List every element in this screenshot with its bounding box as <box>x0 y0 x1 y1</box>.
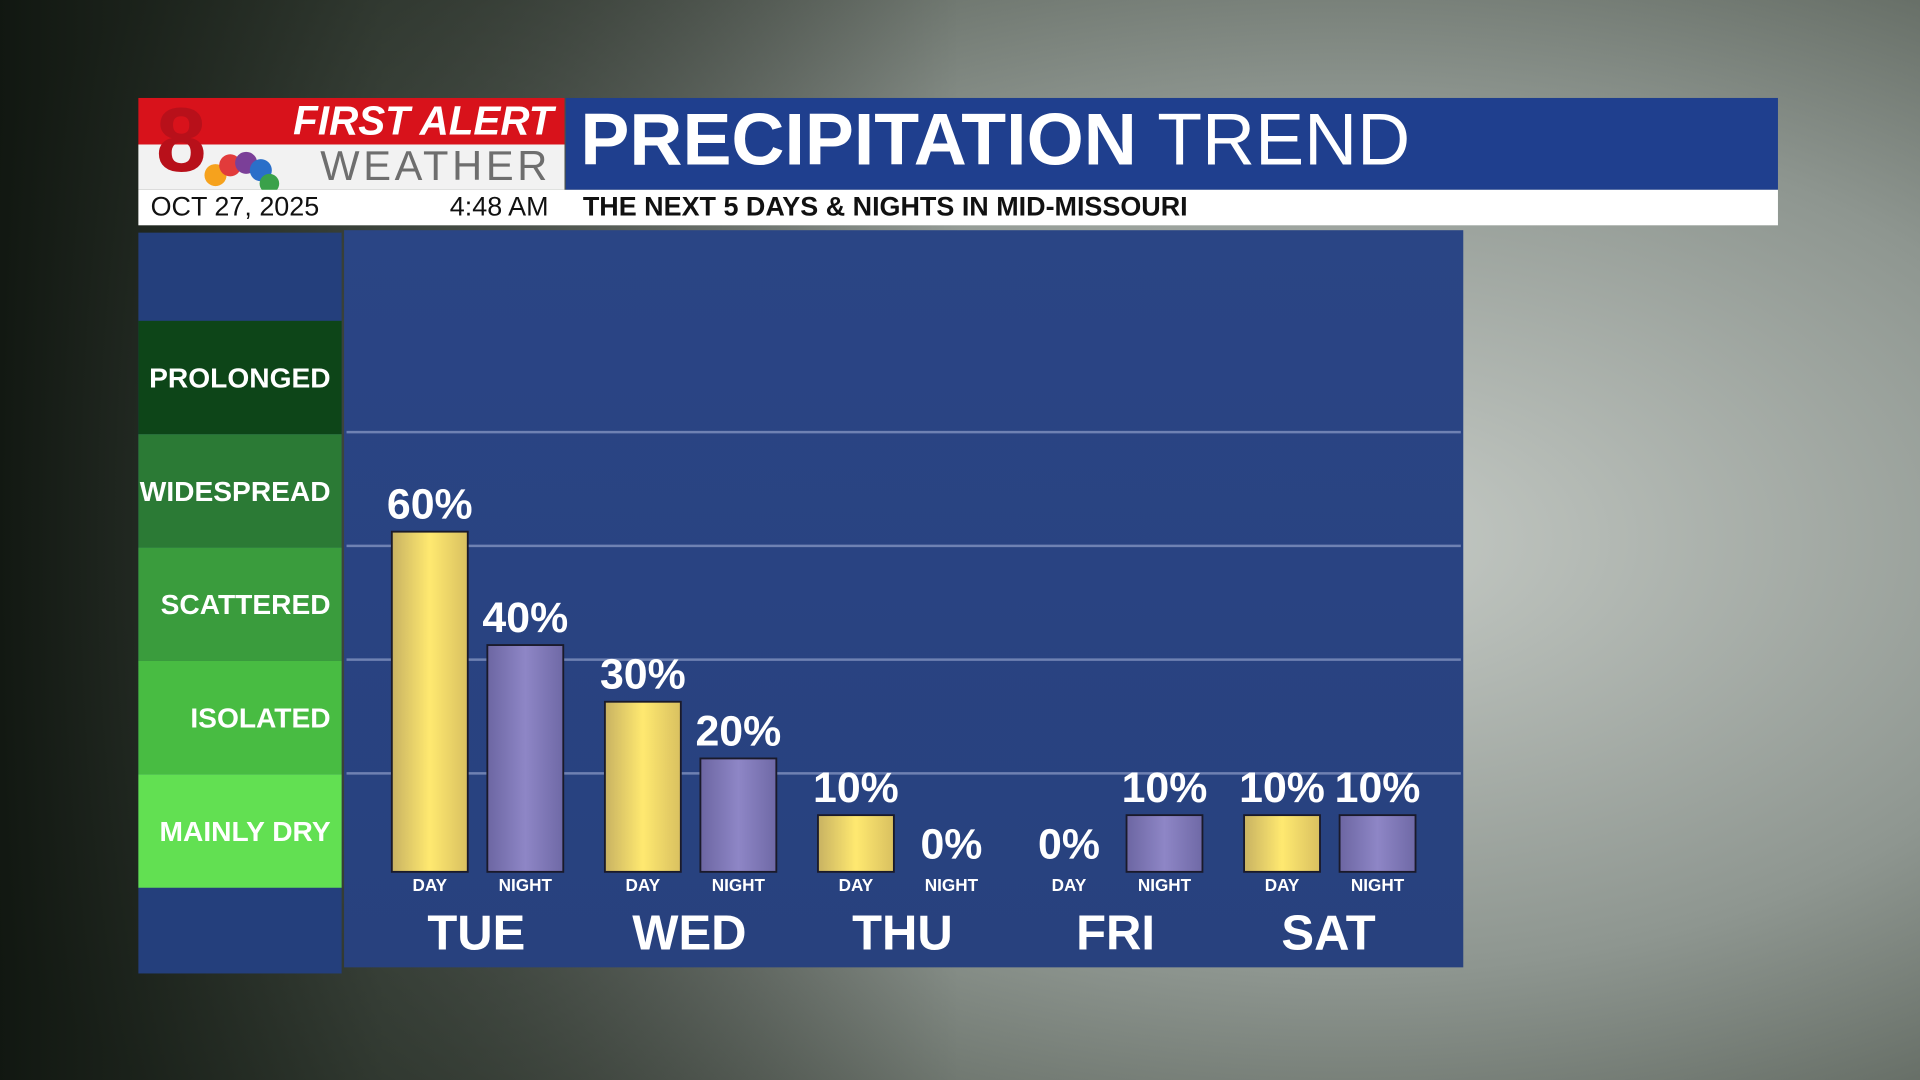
x-tick-label: WED <box>632 907 746 961</box>
logo-number: 8 <box>156 90 206 191</box>
peacock <box>204 151 280 194</box>
band <box>138 660 342 775</box>
series-label: DAY <box>412 875 447 895</box>
brand-bottom: WEATHER <box>320 142 551 189</box>
title-bar <box>565 97 1778 190</box>
value-label: 0% <box>1038 821 1100 869</box>
series-label: DAY <box>1052 875 1087 895</box>
band-label: SCATTERED <box>161 589 331 620</box>
value-label: 10% <box>1239 764 1325 812</box>
subtitle: THE NEXT 5 DAYS & NIGHTS IN MID-MISSOURI <box>583 191 1188 221</box>
series-label: DAY <box>626 875 661 895</box>
chart-title: PRECIPITATION TREND <box>580 98 1410 181</box>
title-suffix: TREND <box>1157 98 1410 181</box>
x-tick-label: TUE <box>427 907 525 961</box>
series-label: NIGHT <box>925 875 979 895</box>
bar <box>699 757 778 873</box>
value-label: 0% <box>920 821 982 869</box>
title-main: PRECIPITATION <box>580 98 1136 181</box>
band-label: ISOLATED <box>190 703 330 734</box>
x-tick-label: SAT <box>1281 907 1375 961</box>
series-label: DAY <box>839 875 874 895</box>
value-label: 30% <box>600 651 686 699</box>
sub-bar <box>138 189 1778 226</box>
series-label: NIGHT <box>1351 875 1405 895</box>
series-label: NIGHT <box>712 875 766 895</box>
bar <box>486 644 565 873</box>
series-label: NIGHT <box>499 875 553 895</box>
date: OCT 27, 2025 <box>151 191 320 221</box>
x-tick-label: THU <box>852 907 953 961</box>
value-label: 20% <box>695 707 781 755</box>
band <box>138 547 342 661</box>
bar <box>390 530 469 873</box>
value-label: 60% <box>387 480 473 528</box>
bar <box>1243 814 1321 873</box>
band <box>138 320 342 435</box>
band-label: PROLONGED <box>149 362 330 393</box>
bar <box>1125 814 1204 873</box>
band <box>138 774 342 888</box>
bar <box>817 814 895 873</box>
bar <box>1338 814 1417 873</box>
x-tick-label: FRI <box>1076 907 1155 961</box>
value-label: 10% <box>1122 764 1208 812</box>
time: 4:48 AM <box>450 191 549 221</box>
band-label: WIDESPREAD <box>140 476 331 507</box>
bar <box>603 700 682 873</box>
value-label: 10% <box>1335 764 1421 812</box>
value-label: 10% <box>813 764 899 812</box>
series-label: NIGHT <box>1138 875 1192 895</box>
value-label: 40% <box>482 594 568 642</box>
band <box>138 434 342 548</box>
band-label: MAINLY DRY <box>160 816 331 847</box>
brand-red <box>138 97 565 145</box>
brand-top: FIRST ALERT <box>293 97 557 143</box>
series-label: DAY <box>1265 875 1300 895</box>
